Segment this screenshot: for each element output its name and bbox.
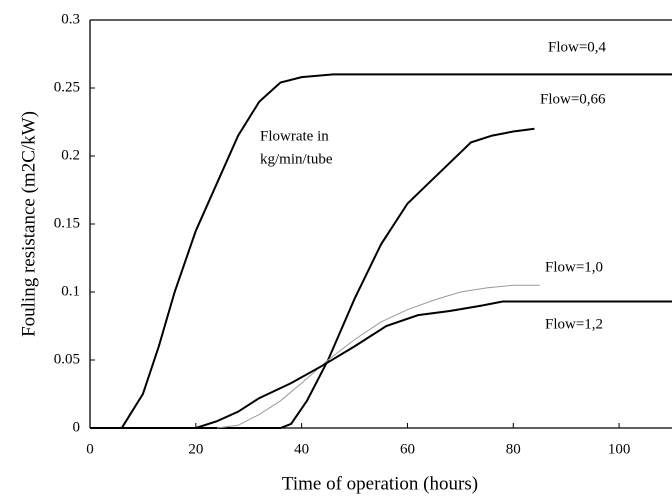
y-tick-label: 0.25	[54, 79, 80, 95]
y-axis-title: Fouling resistance (m2C/kW)	[18, 111, 39, 337]
x-tick-label: 80	[506, 441, 521, 457]
y-tick-label: 0.15	[54, 215, 80, 231]
series-label: Flow=1,0	[545, 259, 603, 275]
x-tick-label: 0	[86, 441, 94, 457]
annotation: kg/min/tube	[260, 151, 333, 167]
x-tick-label: 100	[608, 441, 631, 457]
series-line	[90, 73, 672, 429]
y-tick-label: 0.05	[54, 351, 80, 367]
series-label: Flow=0,66	[540, 91, 606, 107]
x-tick-label: 40	[294, 441, 309, 457]
y-tick-label: 0	[73, 419, 81, 435]
x-tick-label: 20	[188, 441, 203, 457]
y-tick-label: 0.1	[61, 283, 80, 299]
y-tick-label: 0.3	[61, 11, 80, 27]
x-tick-label: 60	[400, 441, 415, 457]
series-line	[90, 127, 535, 429]
series-label: Flow=0,4	[548, 39, 607, 55]
series-line	[90, 300, 672, 429]
series-label: Flow=1,2	[545, 316, 603, 332]
annotation: Flowrate in	[260, 128, 329, 144]
series-line	[216, 284, 540, 429]
x-axis-title: Time of operation (hours)	[282, 473, 478, 494]
y-tick-label: 0.2	[61, 147, 80, 163]
